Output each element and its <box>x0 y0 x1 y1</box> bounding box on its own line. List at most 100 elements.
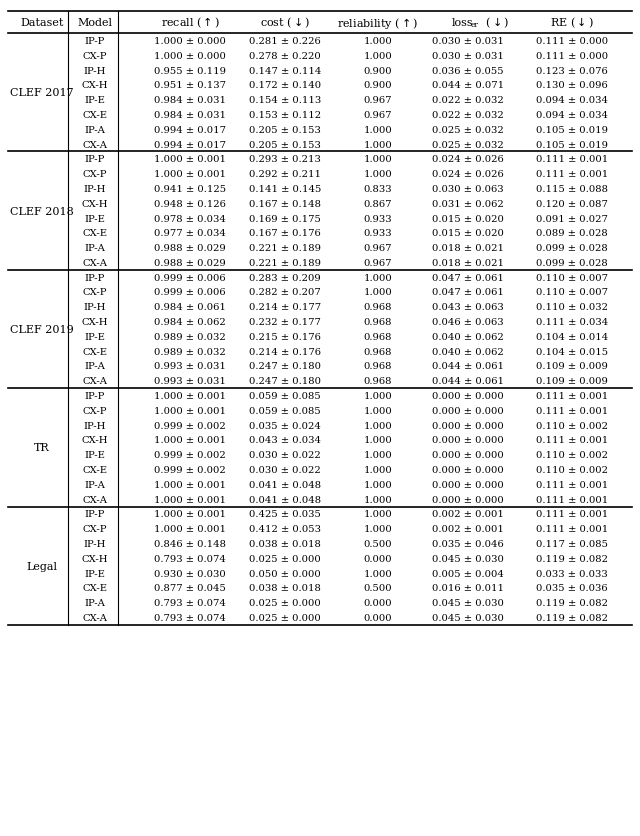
Text: 0.154 ± 0.113: 0.154 ± 0.113 <box>249 96 321 105</box>
Text: 0.793 ± 0.074: 0.793 ± 0.074 <box>154 614 226 622</box>
Text: 1.000 ± 0.001: 1.000 ± 0.001 <box>154 406 226 415</box>
Text: CX-A: CX-A <box>83 140 108 150</box>
Text: 0.292 ± 0.211: 0.292 ± 0.211 <box>249 170 321 179</box>
Text: 0.500: 0.500 <box>364 539 392 548</box>
Text: 0.024 ± 0.026: 0.024 ± 0.026 <box>432 155 504 164</box>
Text: CX-P: CX-P <box>83 52 108 61</box>
Text: 1.000 ± 0.000: 1.000 ± 0.000 <box>154 52 226 61</box>
Text: 0.793 ± 0.074: 0.793 ± 0.074 <box>154 599 226 608</box>
Text: 1.000: 1.000 <box>364 125 392 135</box>
Text: 0.035 ± 0.036: 0.035 ± 0.036 <box>536 584 608 593</box>
Text: 1.000: 1.000 <box>364 481 392 489</box>
Text: 0.030 ± 0.022: 0.030 ± 0.022 <box>249 466 321 475</box>
Text: 1.000: 1.000 <box>364 155 392 164</box>
Text: IP-H: IP-H <box>84 185 106 194</box>
Text: 0.994 ± 0.017: 0.994 ± 0.017 <box>154 125 226 135</box>
Text: 0.167 ± 0.176: 0.167 ± 0.176 <box>249 229 321 238</box>
Text: 0.018 ± 0.021: 0.018 ± 0.021 <box>432 244 504 252</box>
Text: 0.111 ± 0.000: 0.111 ± 0.000 <box>536 52 608 61</box>
Text: CX-E: CX-E <box>83 466 108 475</box>
Text: CX-H: CX-H <box>82 200 108 208</box>
Text: 0.993 ± 0.031: 0.993 ± 0.031 <box>154 362 226 371</box>
Text: 0.002 ± 0.001: 0.002 ± 0.001 <box>432 510 504 519</box>
Text: 0.988 ± 0.029: 0.988 ± 0.029 <box>154 244 226 252</box>
Text: 0.169 ± 0.175: 0.169 ± 0.175 <box>249 214 321 223</box>
Text: 0.059 ± 0.085: 0.059 ± 0.085 <box>249 391 321 400</box>
Text: IP-A: IP-A <box>84 125 106 135</box>
Text: 0.412 ± 0.053: 0.412 ± 0.053 <box>249 525 321 533</box>
Text: 0.025 ± 0.032: 0.025 ± 0.032 <box>432 140 504 150</box>
Text: loss: loss <box>452 18 474 28</box>
Text: 0.214 ± 0.177: 0.214 ± 0.177 <box>249 303 321 312</box>
Text: 0.043 ± 0.034: 0.043 ± 0.034 <box>249 436 321 445</box>
Text: 0.111 ± 0.001: 0.111 ± 0.001 <box>536 406 608 415</box>
Text: IP-A: IP-A <box>84 362 106 371</box>
Text: IP-H: IP-H <box>84 66 106 75</box>
Text: 0.988 ± 0.029: 0.988 ± 0.029 <box>154 258 226 268</box>
Text: 0.022 ± 0.032: 0.022 ± 0.032 <box>432 96 504 105</box>
Text: IP-H: IP-H <box>84 539 106 548</box>
Text: 0.105 ± 0.019: 0.105 ± 0.019 <box>536 125 608 135</box>
Text: 0.281 ± 0.226: 0.281 ± 0.226 <box>249 37 321 46</box>
Text: CX-H: CX-H <box>82 436 108 445</box>
Text: 0.040 ± 0.062: 0.040 ± 0.062 <box>432 347 504 356</box>
Text: 0.111 ± 0.001: 0.111 ± 0.001 <box>536 436 608 445</box>
Text: CX-P: CX-P <box>83 288 108 297</box>
Text: 0.025 ± 0.000: 0.025 ± 0.000 <box>249 614 321 622</box>
Text: 1.000: 1.000 <box>364 569 392 578</box>
Text: 0.059 ± 0.085: 0.059 ± 0.085 <box>249 406 321 415</box>
Text: 0.038 ± 0.018: 0.038 ± 0.018 <box>249 539 321 548</box>
Text: 0.089 ± 0.028: 0.089 ± 0.028 <box>536 229 608 238</box>
Text: 0.036 ± 0.055: 0.036 ± 0.055 <box>432 66 504 75</box>
Text: 0.933: 0.933 <box>364 229 392 238</box>
Text: CX-H: CX-H <box>82 81 108 90</box>
Text: IP-P: IP-P <box>85 391 105 400</box>
Text: 0.111 ± 0.034: 0.111 ± 0.034 <box>536 318 608 327</box>
Text: 0.094 ± 0.034: 0.094 ± 0.034 <box>536 96 608 105</box>
Text: 0.141 ± 0.145: 0.141 ± 0.145 <box>249 185 321 194</box>
Text: 1.000: 1.000 <box>364 436 392 445</box>
Text: 1.000: 1.000 <box>364 510 392 519</box>
Text: 0.022 ± 0.032: 0.022 ± 0.032 <box>432 110 504 120</box>
Text: 0.104 ± 0.015: 0.104 ± 0.015 <box>536 347 608 356</box>
Text: 0.999 ± 0.002: 0.999 ± 0.002 <box>154 451 226 460</box>
Text: 0.130 ± 0.096: 0.130 ± 0.096 <box>536 81 608 90</box>
Text: 0.123 ± 0.076: 0.123 ± 0.076 <box>536 66 608 75</box>
Text: 0.041 ± 0.048: 0.041 ± 0.048 <box>249 495 321 504</box>
Text: RE ($\downarrow$): RE ($\downarrow$) <box>550 16 594 30</box>
Text: 0.110 ± 0.002: 0.110 ± 0.002 <box>536 466 608 475</box>
Text: 0.941 ± 0.125: 0.941 ± 0.125 <box>154 185 226 194</box>
Text: 0.247 ± 0.180: 0.247 ± 0.180 <box>249 377 321 386</box>
Text: 0.099 ± 0.028: 0.099 ± 0.028 <box>536 244 608 252</box>
Text: 0.046 ± 0.063: 0.046 ± 0.063 <box>432 318 504 327</box>
Text: 1.000 ± 0.001: 1.000 ± 0.001 <box>154 391 226 400</box>
Text: 0.110 ± 0.032: 0.110 ± 0.032 <box>536 303 608 312</box>
Text: CX-A: CX-A <box>83 614 108 622</box>
Text: CX-E: CX-E <box>83 584 108 593</box>
Text: IP-H: IP-H <box>84 303 106 312</box>
Text: IP-A: IP-A <box>84 481 106 489</box>
Text: IP-P: IP-P <box>85 273 105 283</box>
Text: 0.221 ± 0.189: 0.221 ± 0.189 <box>249 244 321 252</box>
Text: 0.111 ± 0.001: 0.111 ± 0.001 <box>536 525 608 533</box>
Text: 0.043 ± 0.063: 0.043 ± 0.063 <box>432 303 504 312</box>
Text: IP-P: IP-P <box>85 37 105 46</box>
Text: 1.000: 1.000 <box>364 170 392 179</box>
Text: 0.900: 0.900 <box>364 66 392 75</box>
Text: 0.153 ± 0.112: 0.153 ± 0.112 <box>249 110 321 120</box>
Text: 0.867: 0.867 <box>364 200 392 208</box>
Text: 0.047 ± 0.061: 0.047 ± 0.061 <box>432 273 504 283</box>
Text: CX-P: CX-P <box>83 525 108 533</box>
Text: 0.031 ± 0.062: 0.031 ± 0.062 <box>432 200 504 208</box>
Text: 0.967: 0.967 <box>364 258 392 268</box>
Text: 0.999 ± 0.006: 0.999 ± 0.006 <box>154 288 226 297</box>
Text: 0.120 ± 0.087: 0.120 ± 0.087 <box>536 200 608 208</box>
Text: 0.033 ± 0.033: 0.033 ± 0.033 <box>536 569 608 578</box>
Text: 0.000: 0.000 <box>364 614 392 622</box>
Text: CX-P: CX-P <box>83 170 108 179</box>
Text: 0.984 ± 0.031: 0.984 ± 0.031 <box>154 110 226 120</box>
Text: 0.040 ± 0.062: 0.040 ± 0.062 <box>432 333 504 341</box>
Text: CLEF 2018: CLEF 2018 <box>10 206 74 217</box>
Text: 0.278 ± 0.220: 0.278 ± 0.220 <box>249 52 321 61</box>
Text: 0.000 ± 0.000: 0.000 ± 0.000 <box>432 406 504 415</box>
